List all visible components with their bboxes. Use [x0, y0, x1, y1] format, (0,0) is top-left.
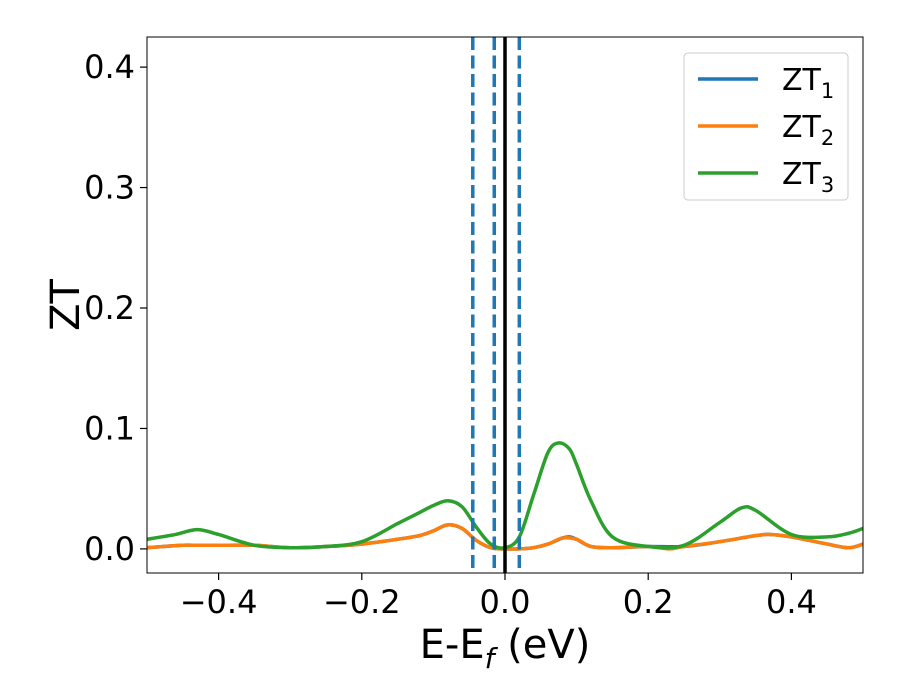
y-tick-label: 0.2	[84, 289, 135, 327]
tick-layer: −0.4 −0.2 0.0 0.2 0.4 0.0 0.1 0.2 0.3 0.4	[84, 48, 817, 621]
x-axis-label-main: E-E	[420, 622, 485, 668]
x-tick-label: 0.0	[480, 583, 531, 621]
x-tick-label: −0.2	[323, 583, 401, 621]
x-tick-label: 0.4	[766, 583, 817, 621]
x-axis-label-unit: (eV)	[494, 622, 590, 668]
x-axis-label: E-Ef (eV)	[420, 622, 591, 675]
legend-label-1: ZT1	[782, 63, 834, 103]
vline-layer	[471, 37, 522, 573]
y-axis-label: ZT	[43, 279, 89, 331]
legend: ZT1 ZT2 ZT3	[683, 52, 849, 201]
y-tick-label: 0.4	[84, 48, 135, 86]
y-tick-label: 0.0	[84, 530, 135, 568]
x-tick-label: 0.2	[623, 583, 674, 621]
y-tick-label: 0.1	[84, 409, 135, 447]
y-tick-label: 0.3	[84, 169, 135, 207]
x-tick-label: −0.4	[180, 583, 258, 621]
legend-label-2: ZT2	[782, 110, 834, 150]
legend-box	[683, 52, 849, 201]
legend-label-3: ZT3	[782, 157, 834, 197]
